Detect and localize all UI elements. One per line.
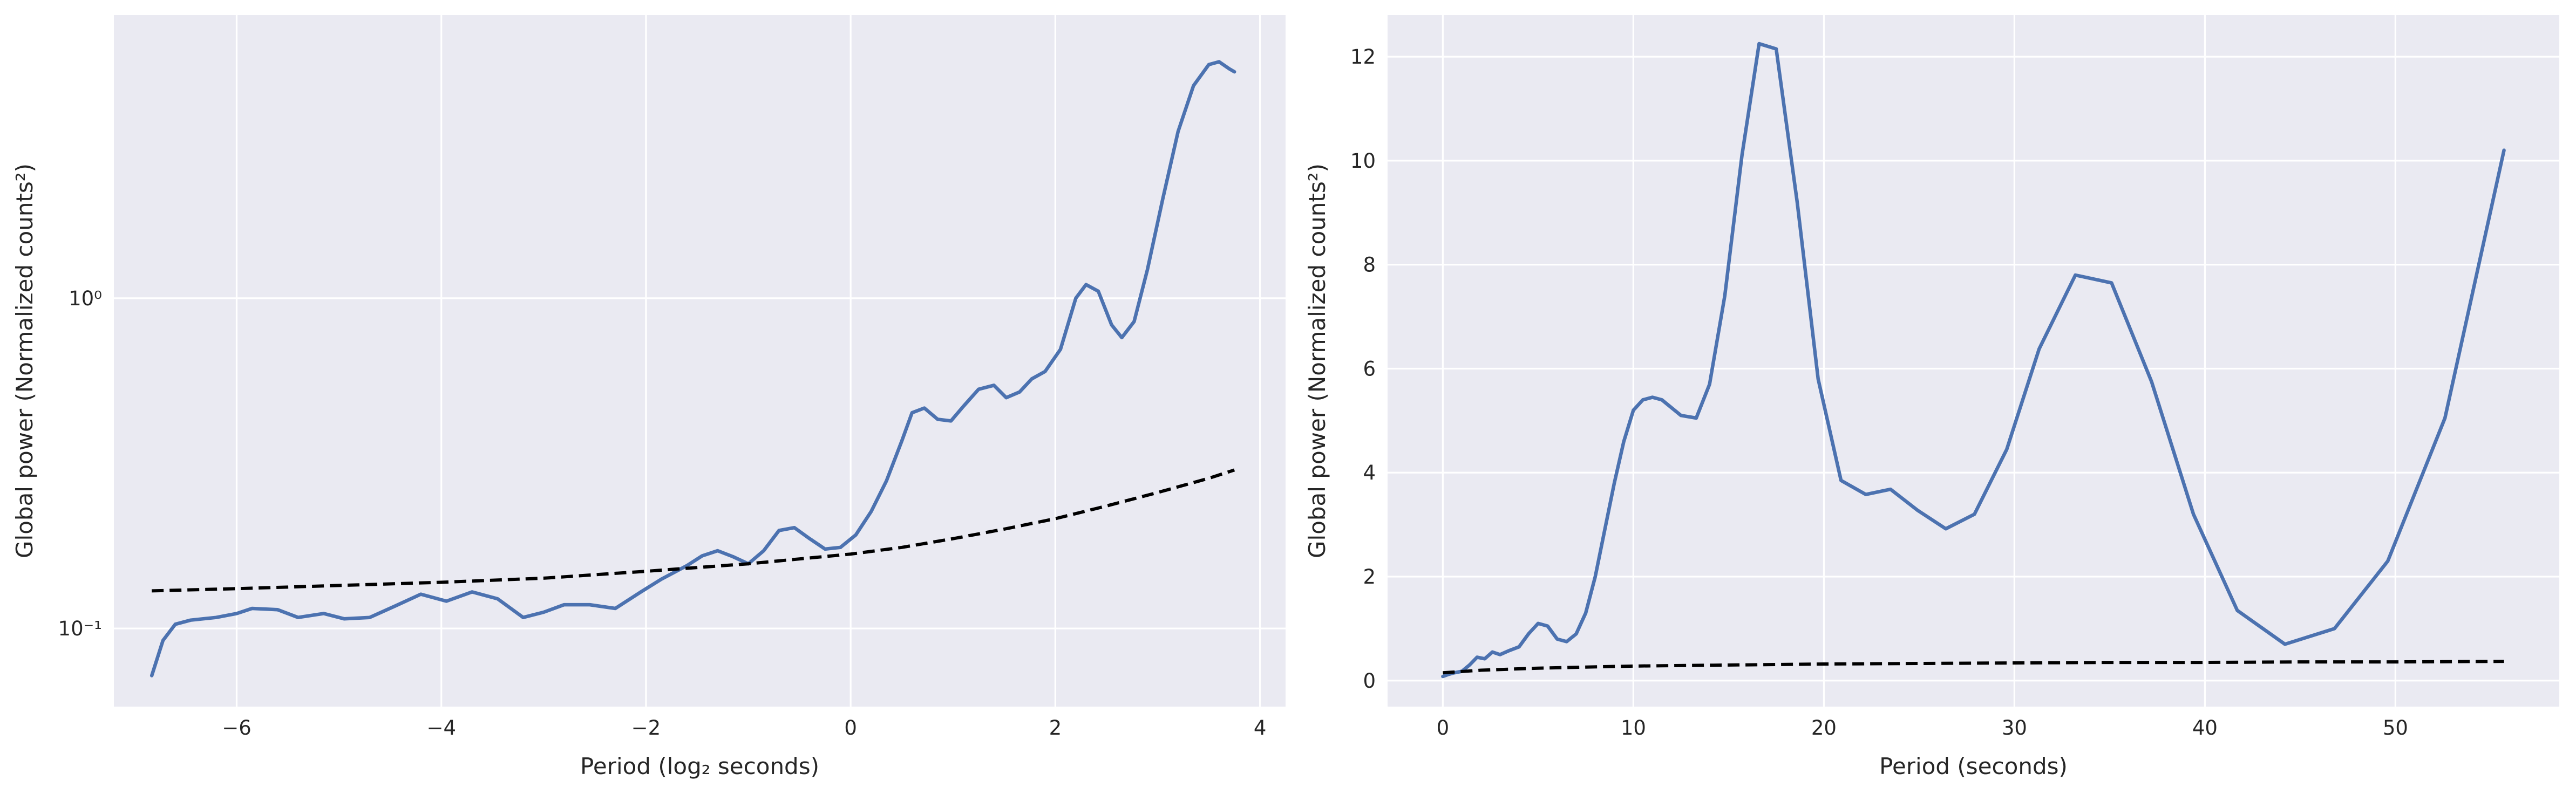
x-tick-label: 30 bbox=[2002, 716, 2027, 740]
x-tick-label: −6 bbox=[222, 716, 252, 740]
x-tick-label: 20 bbox=[1811, 716, 1837, 740]
plot-area-background bbox=[114, 15, 1286, 707]
significance-line bbox=[1443, 660, 2504, 675]
x-tick-label: 10 bbox=[1621, 716, 1646, 740]
x-tick-label: 2 bbox=[1049, 716, 1062, 740]
x-tick-label: 50 bbox=[2383, 716, 2408, 740]
y-axis-label: Global power (Normalized counts²) bbox=[1304, 163, 1330, 558]
x-axis-label: Period (log₂ seconds) bbox=[580, 753, 819, 779]
right-chart-panel: 0 10 20 30 40 50 0 2 4 6 8 10 12 Period (seconds) Glob… bbox=[1304, 15, 2559, 779]
x-tick-label: 4 bbox=[1254, 716, 1267, 740]
y-tick-label: 6 bbox=[1363, 357, 1376, 380]
y-tick-label: 10⁰ bbox=[69, 287, 102, 310]
y-tick-label: 0 bbox=[1363, 669, 1376, 693]
x-tick-label: −4 bbox=[426, 716, 456, 740]
x-tick-label: 0 bbox=[844, 716, 857, 740]
left-chart-panel: −6 −4 −2 0 2 4 10⁻¹ 10⁰ Period (log₂ seconds) Glo… bbox=[11, 15, 1286, 779]
plot-area-background bbox=[1388, 15, 2559, 707]
y-tick-label: 4 bbox=[1363, 461, 1376, 484]
significance-line bbox=[152, 468, 1235, 593]
y-tick-label: 10⁻¹ bbox=[58, 617, 102, 640]
x-tick-label: 40 bbox=[2192, 716, 2218, 740]
y-tick-label: 8 bbox=[1363, 254, 1376, 277]
y-tick-label: 2 bbox=[1363, 565, 1376, 588]
y-tick-label: 10 bbox=[1350, 149, 1376, 173]
y-axis-label: Global power (Normalized counts²) bbox=[11, 163, 38, 558]
power-line bbox=[149, 60, 1236, 677]
x-tick-label: −2 bbox=[631, 716, 661, 740]
y-tick-label: 12 bbox=[1350, 45, 1376, 69]
x-axis-label: Period (seconds) bbox=[1879, 753, 2068, 779]
power-line bbox=[1441, 42, 2506, 679]
x-tick-label: 0 bbox=[1437, 716, 1450, 740]
